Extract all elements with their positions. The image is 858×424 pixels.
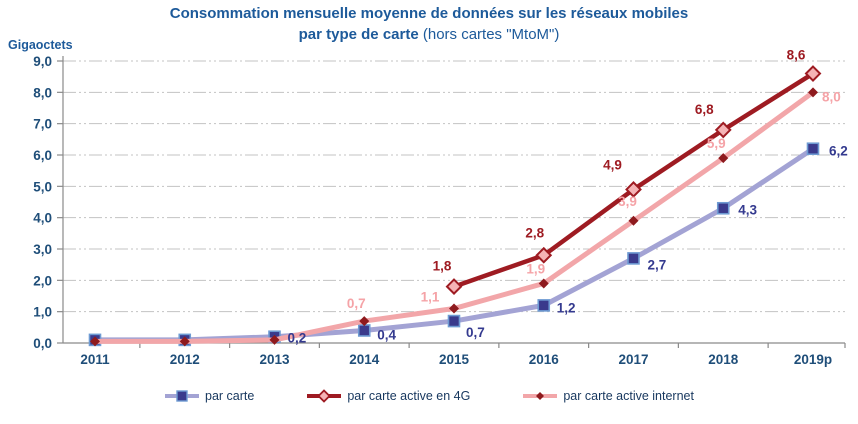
data-label: 8,0 xyxy=(822,89,841,104)
x-axis-ticks: 2011 2012 2013 2014 2015 2016 2017 2018 2019p xyxy=(80,343,846,367)
data-label: 1,1 xyxy=(421,290,440,305)
y-tick-label: 5,0 xyxy=(33,179,52,194)
gridlines xyxy=(63,60,845,313)
small-diamond-marker xyxy=(808,87,818,98)
series-data-labels: 0,2 0,4 0,7 1,2 2,7 4,3 6,2 xyxy=(288,144,848,346)
data-label: 2,8 xyxy=(525,225,544,240)
square-marker xyxy=(537,299,551,312)
legend-swatch xyxy=(523,392,558,400)
series-par-carte xyxy=(88,142,820,347)
small-diamond-marker xyxy=(628,215,639,226)
chart-title-line1: Consommation mensuelle moyenne de donnée… xyxy=(0,3,858,24)
series-data-labels: 1,8 2,8 4,9 6,8 8,6 xyxy=(433,48,806,274)
data-label: 6,2 xyxy=(829,144,848,159)
x-tick-label: 2014 xyxy=(349,352,380,367)
legend-swatch xyxy=(165,390,200,402)
data-label: 4,3 xyxy=(738,202,757,217)
y-tick-label: 9,0 xyxy=(33,54,52,69)
x-tick-label: 2018 xyxy=(708,352,739,367)
data-label: 0,7 xyxy=(347,296,366,311)
data-label: 1,9 xyxy=(526,261,545,276)
diamond-marker xyxy=(625,181,642,198)
data-label: 0,7 xyxy=(466,325,485,340)
y-tick-label: 7,0 xyxy=(33,117,52,132)
data-label: 6,8 xyxy=(695,102,714,117)
square-marker xyxy=(447,314,461,328)
diamond-marker xyxy=(535,246,553,264)
y-tick-label: 6,0 xyxy=(33,148,52,163)
legend-label: par carte active internet xyxy=(563,389,694,403)
small-diamond-marker xyxy=(538,278,549,289)
diamond-marker xyxy=(804,65,822,82)
series-data-labels: 0,7 1,1 1,9 3,9 5,9 8,0 xyxy=(347,89,841,311)
legend-item-par-carte-active-internet: par carte active internet xyxy=(522,389,694,403)
diamond-marker xyxy=(714,121,732,139)
chart-title: Consommation mensuelle moyenne de donnée… xyxy=(0,3,858,45)
y-tick-label: 1,0 xyxy=(33,305,52,320)
chart-title-line2: par type de carte (hors cartes "MtoM") xyxy=(0,24,858,45)
data-label: 3,9 xyxy=(618,194,637,209)
x-tick-label: 2011 xyxy=(80,352,110,367)
y-tick-label: 3,0 xyxy=(33,242,52,257)
data-label: 5,9 xyxy=(707,136,726,151)
data-label: 2,7 xyxy=(648,257,667,272)
legend-item-par-carte: par carte xyxy=(164,389,254,403)
y-tick-label: 8,0 xyxy=(33,85,52,100)
small-diamond-marker xyxy=(179,336,190,347)
y-axis-unit-label: Gigaoctets xyxy=(8,38,73,52)
square-marker xyxy=(627,252,640,265)
data-label: 1,8 xyxy=(433,259,452,274)
chart-title-line2-paren: (hors cartes "MtoM") xyxy=(422,26,560,43)
data-label: 8,6 xyxy=(787,48,806,63)
small-diamond-marker xyxy=(269,334,280,345)
legend-label: par carte active en 4G xyxy=(347,389,471,403)
square-marker xyxy=(806,142,820,156)
small-diamond-marker xyxy=(90,336,100,347)
square-marker xyxy=(357,324,371,337)
data-label: 0,4 xyxy=(377,327,396,342)
data-label: 1,2 xyxy=(557,300,576,315)
data-label: 4,9 xyxy=(603,157,622,172)
y-tick-label: 4,0 xyxy=(33,211,52,226)
legend-label: par carte xyxy=(205,389,255,403)
chart-title-line2-bold: par type de carte xyxy=(298,26,419,43)
small-diamond-marker xyxy=(449,303,459,314)
x-tick-label: 2019p xyxy=(794,352,832,367)
square-marker xyxy=(716,201,730,215)
x-tick-label: 2013 xyxy=(259,352,290,367)
legend-swatch xyxy=(307,389,342,403)
small-diamond-marker xyxy=(718,153,729,164)
series-par-carte-active-en-4g xyxy=(445,65,822,296)
y-axis-ticks: 0,0 1,0 2,0 3,0 4,0 5,0 6,0 7,0 8,0 9,0 xyxy=(33,54,63,351)
y-tick-label: 2,0 xyxy=(33,273,52,288)
series-par-carte-active-internet xyxy=(90,87,818,347)
legend: par carte par carte active en 4G par carte… xyxy=(0,389,858,403)
x-tick-label: 2017 xyxy=(618,352,648,367)
legend-item-par-carte-active-en-4g: par carte active en 4G xyxy=(306,389,470,403)
y-tick-label: 0,0 xyxy=(33,336,52,351)
x-tick-label: 2012 xyxy=(170,352,200,367)
diamond-marker xyxy=(445,278,463,296)
small-diamond-marker xyxy=(359,316,370,327)
chart-title-line1-text: Consommation mensuelle moyenne de donnée… xyxy=(169,5,689,22)
data-label: 0,2 xyxy=(288,331,307,346)
x-tick-label: 2015 xyxy=(439,352,470,367)
x-tick-label: 2016 xyxy=(529,352,560,367)
